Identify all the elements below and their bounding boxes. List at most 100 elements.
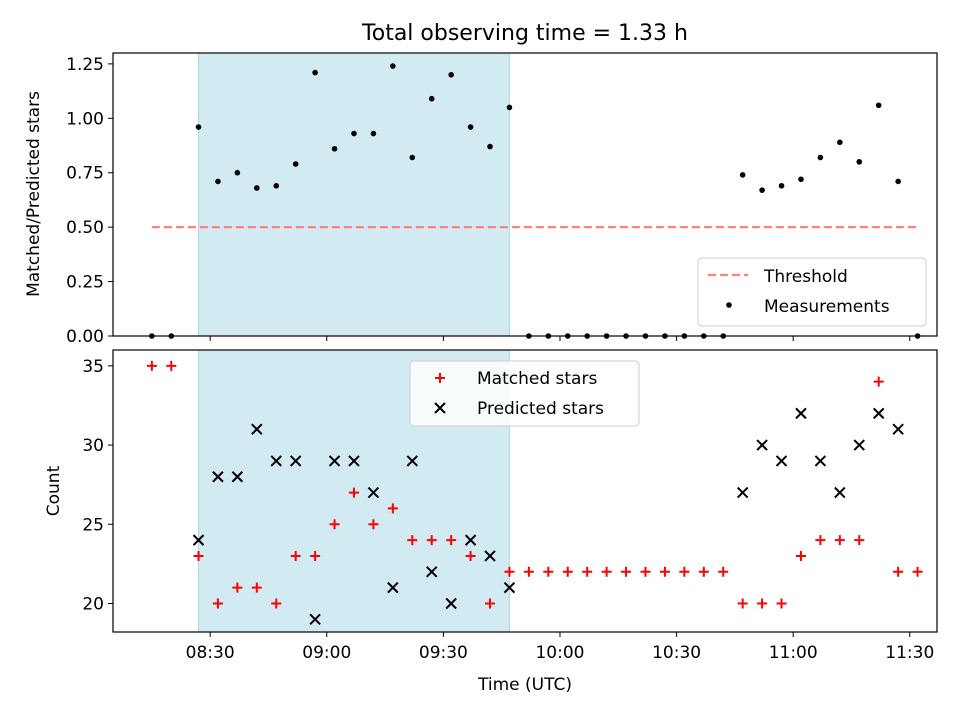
legend-predicted-swatch: [434, 402, 446, 414]
figure-title: Total observing time = 1.33 h: [361, 21, 688, 46]
measurement-point: [195, 124, 202, 130]
predicted-stars-point: [853, 439, 865, 451]
legend-measurements-label: Measurements: [764, 297, 890, 317]
matched-stars-point: [795, 550, 806, 561]
legend: Matched stars Predicted stars: [409, 360, 640, 427]
predicted-stars-point: [367, 486, 380, 499]
measurement-point: [428, 95, 435, 102]
x-tick-label: 11:30: [885, 643, 934, 663]
matched-stars-point: [166, 360, 177, 371]
matched-stars-point: [485, 598, 496, 609]
predicted-stars-point: [464, 534, 477, 546]
legend-box: [697, 257, 927, 327]
matched-stars-point: [679, 566, 690, 577]
predicted-stars-point: [231, 471, 244, 483]
matched-stars-point: [737, 598, 748, 609]
matched-stars-point: [446, 535, 457, 546]
measurement-point: [487, 143, 493, 150]
measurement-point: [409, 154, 416, 161]
measurement-point: [312, 69, 318, 76]
matched-stars-point: [718, 566, 729, 577]
measurement-point: [856, 159, 863, 165]
y-tick-label: 35: [82, 357, 104, 377]
predicted-stars-point: [387, 581, 399, 594]
measurement-point: [837, 139, 843, 146]
matched-stars-point: [329, 519, 340, 530]
predicted-stars-point: [503, 581, 516, 594]
measurement-point: [370, 130, 377, 137]
matched-stars-point: [387, 503, 398, 514]
axes-frame: [112, 52, 938, 337]
bottom-y-axis-label: Count: [44, 465, 64, 516]
predicted-stars-point: [892, 423, 904, 435]
measurement-point: [331, 145, 338, 152]
predicted-stars-point: [309, 613, 321, 626]
predicted-stars-point: [736, 486, 749, 499]
predicted-stars-point: [192, 534, 205, 546]
measurement-point: [467, 124, 474, 130]
predicted-stars-point: [795, 407, 807, 420]
matched-stars-point: [504, 566, 515, 577]
bottom-panel: 20 25 30 35 08:30 09:00 09:30 10:00 10:30 11:00 11…: [82, 349, 938, 663]
legend-box: [409, 360, 640, 427]
measurement-point: [739, 172, 746, 178]
predicted-stars-point: [348, 455, 360, 467]
y-tick-label: 30: [82, 436, 104, 456]
predicted-stars-point: [872, 407, 885, 420]
predicted-stars-point: [834, 486, 846, 499]
matched-stars-point: [698, 566, 709, 577]
predicted-stars-point: [328, 455, 341, 467]
measurement-point: [254, 185, 260, 191]
measurement-point: [778, 182, 785, 189]
y-tick-label: 0.25: [66, 273, 104, 293]
matched-stars-point: [232, 582, 243, 593]
predicted-stars-point: [212, 471, 224, 483]
x-tick-label: 09:00: [302, 643, 351, 663]
matched-stars-point: [271, 598, 282, 609]
y-tick-label: 0.00: [66, 327, 104, 347]
x-axis-label: Time (UTC): [477, 675, 572, 695]
predicted-stars-point: [445, 597, 457, 610]
measurement-point: [390, 63, 396, 69]
y-tick-label: 25: [82, 515, 104, 535]
matched-stars-point: [348, 487, 359, 498]
matched-stars-point: [543, 566, 554, 577]
axes-frame: [112, 349, 938, 633]
x-tick-label: 09:30: [419, 643, 468, 663]
matched-stars-point: [523, 566, 534, 577]
matched-stars-point: [290, 550, 301, 561]
matched-stars-point: [601, 566, 612, 577]
predicted-stars-point: [251, 423, 263, 435]
predicted-stars-point: [270, 455, 282, 467]
predicted-stars-point: [406, 455, 418, 467]
predicted-stars-point: [775, 455, 788, 467]
top-panel: 0.00 0.25 0.50 0.75 1.00 1.25 Threshold Measure…: [66, 52, 938, 347]
measurement-point: [817, 154, 824, 161]
y-tick-label: 1.25: [66, 55, 104, 75]
y-tick-label: 0.50: [66, 218, 104, 238]
matched-stars-point: [426, 535, 437, 546]
legend: Threshold Measurements: [697, 257, 927, 327]
matched-stars-point: [621, 566, 632, 577]
measurement-point: [215, 178, 221, 185]
matched-stars-point: [582, 566, 593, 577]
predicted-stars-point: [814, 455, 827, 467]
measurement-point: [234, 169, 241, 176]
measurement-point: [506, 104, 513, 111]
observing-interval-shade: [198, 52, 510, 337]
matched-stars-point: [562, 566, 573, 577]
y-tick-label: 0.75: [66, 164, 104, 184]
matched-stars-point: [815, 535, 826, 546]
matched-stars-point: [146, 360, 157, 371]
matched-stars-point: [873, 376, 884, 387]
measurement-point: [273, 182, 280, 189]
matched-stars-point: [212, 598, 223, 609]
matched-stars-point: [193, 550, 204, 561]
matched-stars-point: [659, 566, 670, 577]
predicted-stars-point: [756, 439, 768, 451]
matched-stars-point: [465, 550, 476, 561]
measurement-point: [759, 187, 765, 193]
matched-stars-point: [757, 598, 768, 609]
measurement-point: [292, 161, 299, 167]
